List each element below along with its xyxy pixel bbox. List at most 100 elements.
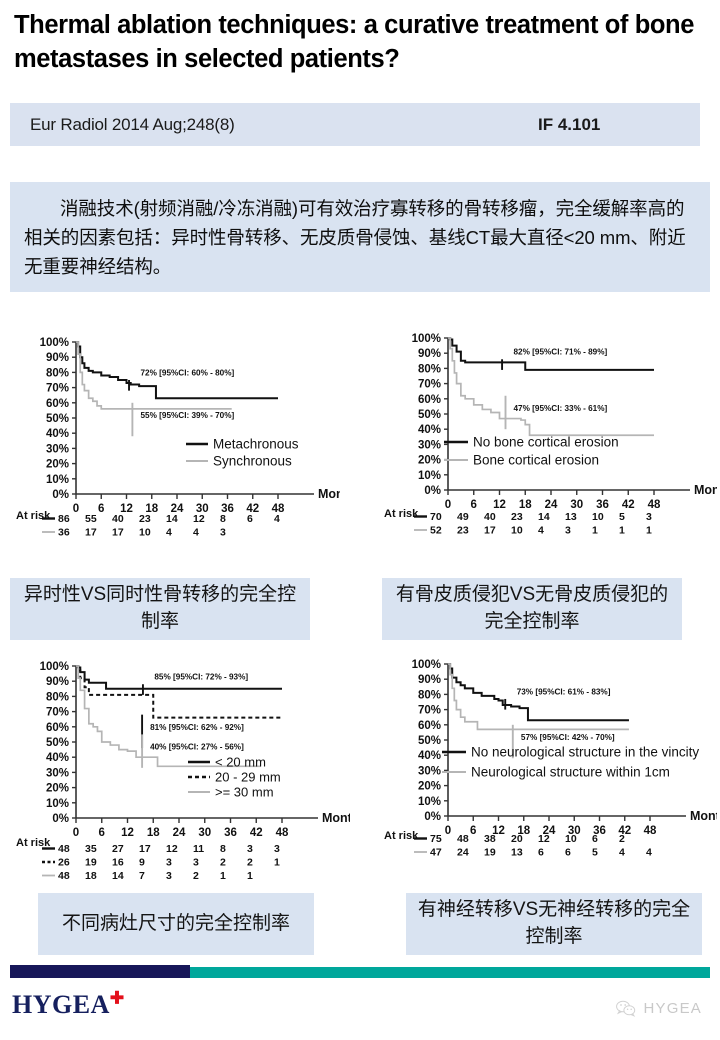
svg-text:20%: 20% xyxy=(46,459,69,471)
page-title: Thermal ablation techniques: a curative … xyxy=(14,11,695,74)
at-risk-count: 10 xyxy=(139,527,151,539)
svg-text:12: 12 xyxy=(121,827,134,839)
at-risk-count: 49 xyxy=(457,511,469,523)
series-line xyxy=(448,663,629,731)
at-risk-label: At risk xyxy=(384,830,419,842)
at-risk-count: 12 xyxy=(538,833,550,845)
svg-text:100%: 100% xyxy=(412,333,441,345)
at-risk-count: 3 xyxy=(166,870,172,882)
svg-text:0%: 0% xyxy=(52,813,69,825)
svg-text:48: 48 xyxy=(272,503,285,515)
at-risk-count: 1 xyxy=(247,870,253,882)
svg-text:6: 6 xyxy=(470,825,476,837)
at-risk-count: 10 xyxy=(592,511,604,523)
series-line xyxy=(448,337,654,437)
svg-text:18: 18 xyxy=(147,827,160,839)
at-risk-count: 17 xyxy=(484,525,496,537)
at-risk-count: 48 xyxy=(58,870,70,882)
svg-text:24: 24 xyxy=(171,503,184,515)
at-risk-label: At risk xyxy=(16,510,51,522)
at-risk-count: 17 xyxy=(112,527,124,539)
at-risk-count: 3 xyxy=(646,511,652,523)
ci-annotation: 47% [95%CI: 33% - 61%] xyxy=(514,404,608,413)
at-risk-count: 10 xyxy=(565,833,577,845)
at-risk-count: 4 xyxy=(646,847,652,859)
svg-text:80%: 80% xyxy=(46,691,69,703)
ci-annotation: 55% [95%CI: 39% - 70%] xyxy=(141,411,235,420)
svg-text:30%: 30% xyxy=(418,765,441,777)
svg-text:70%: 70% xyxy=(418,705,441,717)
svg-text:Months: Months xyxy=(690,809,717,823)
svg-text:100%: 100% xyxy=(412,659,441,671)
svg-text:20%: 20% xyxy=(418,455,441,467)
svg-text:10%: 10% xyxy=(46,474,69,486)
ci-annotation: 73% [95%CI: 61% - 83%] xyxy=(517,687,611,696)
at-risk-count: 3 xyxy=(193,857,199,869)
at-risk-count: 19 xyxy=(484,847,496,859)
at-risk-count: 11 xyxy=(193,843,204,855)
ci-annotation: 82% [95%CI: 71% - 89%] xyxy=(514,348,608,357)
svg-text:0: 0 xyxy=(445,825,451,837)
ci-annotation: 72% [95%CI: 60% - 80%] xyxy=(141,368,235,377)
svg-text:100%: 100% xyxy=(40,337,69,349)
at-risk-count: 40 xyxy=(484,511,496,523)
svg-text:12: 12 xyxy=(493,499,506,511)
svg-text:36: 36 xyxy=(596,499,609,511)
at-risk-count: 48 xyxy=(58,843,70,855)
svg-text:10%: 10% xyxy=(418,796,441,808)
svg-text:40%: 40% xyxy=(418,750,441,762)
svg-text:36: 36 xyxy=(224,827,237,839)
at-risk-count: 4 xyxy=(274,513,280,525)
svg-text:60%: 60% xyxy=(418,720,441,732)
at-risk-label: At risk xyxy=(16,837,51,849)
at-risk-count: 47 xyxy=(430,847,442,859)
series-line xyxy=(76,341,278,400)
at-risk-count: 23 xyxy=(511,511,523,523)
svg-text:48: 48 xyxy=(648,499,661,511)
footer-bar-navy xyxy=(10,965,190,978)
at-risk-count: 2 xyxy=(247,857,253,869)
svg-text:42: 42 xyxy=(618,825,631,837)
at-risk-count: 3 xyxy=(565,525,571,537)
at-risk-count: 16 xyxy=(112,857,124,869)
svg-text:30: 30 xyxy=(570,499,583,511)
svg-text:24: 24 xyxy=(173,827,186,839)
journal-band: Eur Radiol 2014 Aug;248(8) IF 4.101 xyxy=(10,103,700,146)
at-risk-count: 4 xyxy=(193,527,199,539)
legend-label: Neurological structure within 1cm xyxy=(471,765,670,780)
at-risk-count: 5 xyxy=(592,847,598,859)
wechat-watermark: HYGEA xyxy=(616,1000,702,1017)
legend-label: Synchronous xyxy=(213,454,292,469)
svg-text:30: 30 xyxy=(568,825,581,837)
at-risk-count: 26 xyxy=(58,857,70,869)
at-risk-count: 24 xyxy=(457,847,469,859)
svg-text:6: 6 xyxy=(99,827,105,839)
at-risk-count: 55 xyxy=(85,513,97,525)
at-risk-count: 10 xyxy=(511,525,523,537)
legend-label: Metachronous xyxy=(213,437,299,452)
svg-text:40%: 40% xyxy=(418,424,441,436)
caption-chart-2: 有骨皮质侵犯VS无骨皮质侵犯的完全控制率 xyxy=(382,578,682,640)
svg-text:70%: 70% xyxy=(46,707,69,719)
series-line xyxy=(76,341,232,410)
caption-chart-4: 有神经转移VS无神经转移的完全控制率 xyxy=(406,893,702,955)
svg-text:0: 0 xyxy=(73,827,79,839)
svg-text:0%: 0% xyxy=(424,811,441,823)
summary-box: 消融技术(射频消融/冷冻消融)可有效治疗寡转移的骨转移瘤，完全缓解率高的相关的因… xyxy=(10,182,710,292)
legend-label: No neurological structure in the vincity xyxy=(471,745,699,760)
hygea-logo: HYGEA✚ xyxy=(12,989,125,1020)
ci-annotation: 57% [95%CI: 42% - 70%] xyxy=(521,733,615,742)
chart-panel-neurological-structure: 100% 90% 80% 70% 60% 50% 40% 30% 20% 10% 0% 0 6 12 18 2… xyxy=(382,648,717,883)
legend-label: >= 30 mm xyxy=(215,785,274,800)
legend-label: < 20 mm xyxy=(215,755,266,770)
at-risk-count: 1 xyxy=(592,525,598,537)
svg-text:18: 18 xyxy=(519,499,532,511)
at-risk-count: 13 xyxy=(511,847,523,859)
caption-chart-3: 不同病灶尺寸的完全控制率 xyxy=(38,893,314,955)
svg-text:36: 36 xyxy=(221,503,234,515)
svg-text:50%: 50% xyxy=(46,737,69,749)
at-risk-count: 75 xyxy=(430,833,442,845)
summary-text: 消融技术(射频消融/冷冻消融)可有效治疗寡转移的骨转移瘤，完全缓解率高的相关的因… xyxy=(24,198,686,278)
svg-text:48: 48 xyxy=(276,827,289,839)
svg-text:10%: 10% xyxy=(46,798,69,810)
